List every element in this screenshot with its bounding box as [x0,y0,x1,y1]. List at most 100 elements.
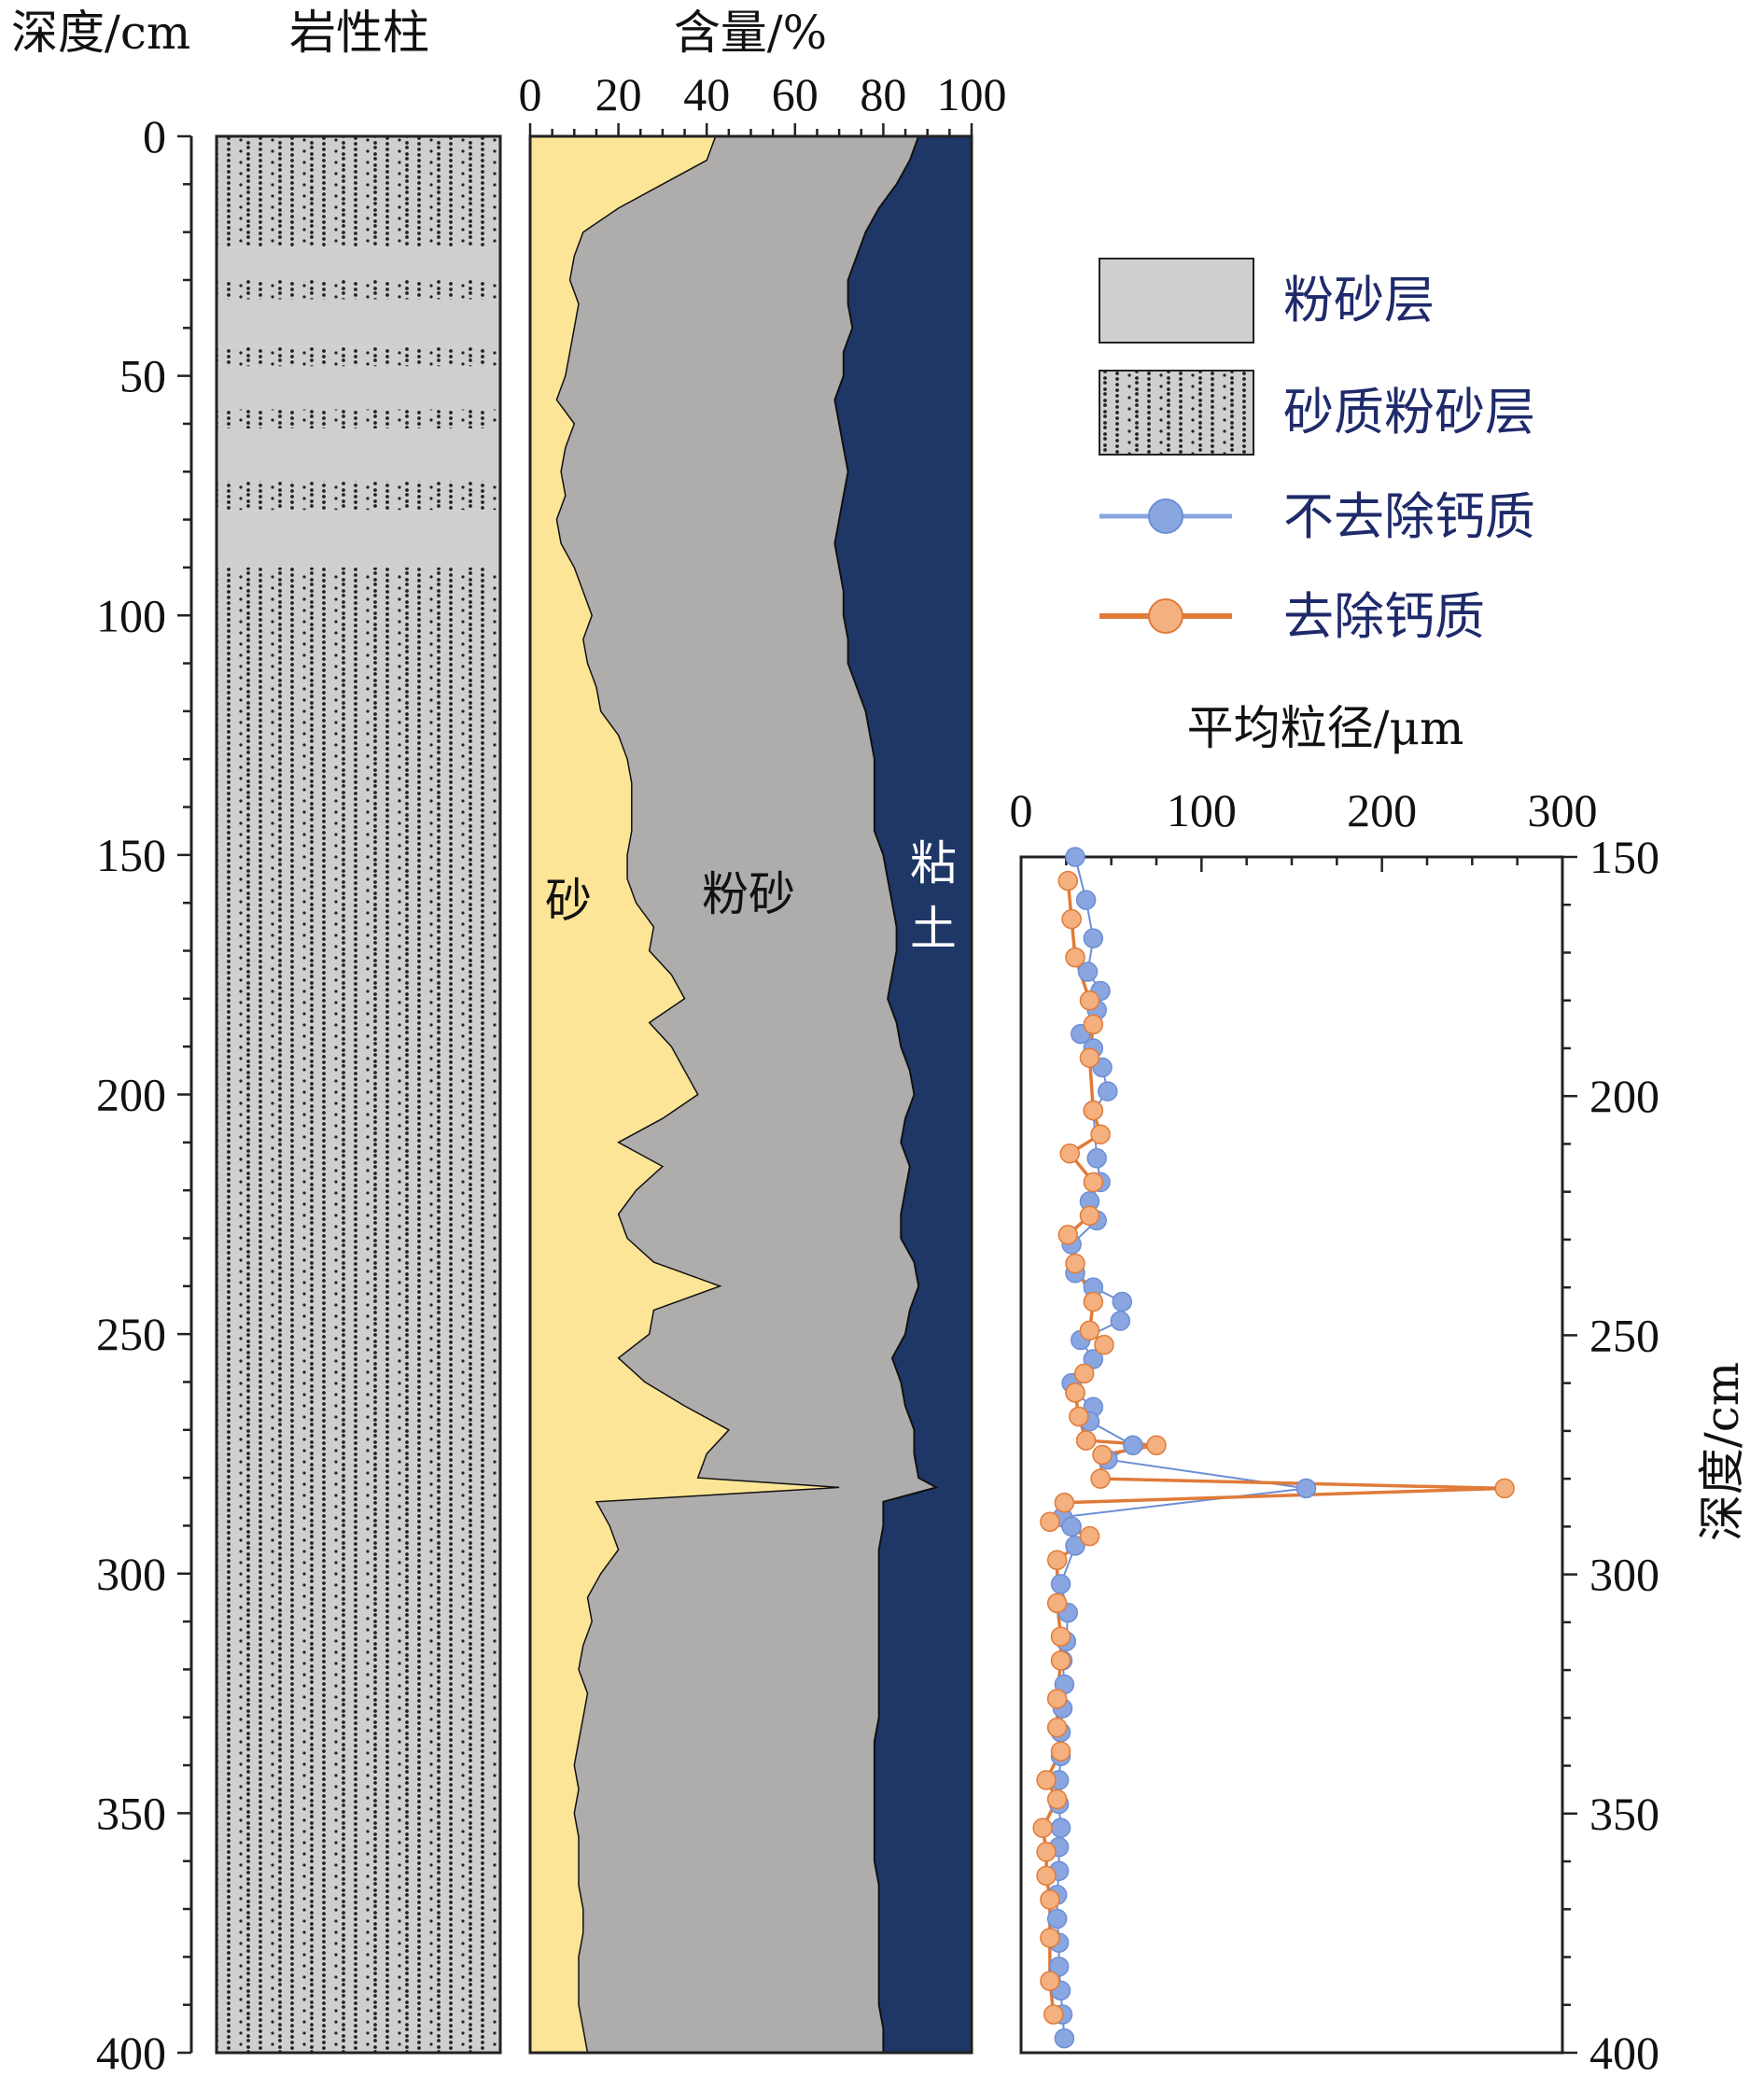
composition-x-axis: 0 20 40 60 80 100 [519,68,1007,136]
point-decalcify [1054,1492,1075,1513]
legend-label-no-decalcify: 不去除钙质 [1283,487,1535,546]
point-decalcify [1065,1382,1085,1403]
composition-tick-label: 20 [595,68,642,120]
point-no-decalcify [1046,1908,1068,1930]
lithology-frame [215,134,502,2055]
point-decalcify [1083,1100,1104,1121]
legend-label-silt-layer: 粉砂层 [1283,271,1435,330]
point-decalcify [1065,947,1085,968]
point-decalcify [1090,1124,1111,1144]
point-decalcify [1079,1320,1100,1341]
point-decalcify [1032,1817,1053,1838]
point-decalcify [1046,1717,1068,1738]
lithology-layer [217,246,500,280]
depth-axis-title: 深度/cm [11,6,190,60]
grain-size-title: 平均粒径/μm [1187,701,1464,755]
depth-tick-label: 350 [96,1787,166,1839]
grain-size-series-line [1041,880,1505,2015]
grain-size-x-axis: 0 100 200 300 [1010,784,1598,872]
point-decalcify [1079,1047,1100,1068]
point-decalcify [1050,1650,1071,1671]
grain-size-depth-axis: 150 200 250 300 350 400 [1562,831,1659,2077]
point-decalcify [1043,2004,1064,2025]
point-decalcify [1046,1789,1068,1810]
lithology-layer [217,481,500,511]
point-decalcify [1094,1334,1114,1355]
point-no-decalcify [1065,1536,1085,1556]
composition-tick-label: 40 [683,68,730,120]
point-decalcify [1046,1593,1068,1614]
lithology-layer [217,279,500,300]
depth-tick-label: 250 [96,1308,166,1360]
depth-tick-label: 150 [96,829,166,881]
point-decalcify [1036,1842,1057,1862]
legend-label-decalcify: 去除钙质 [1283,587,1485,646]
point-no-decalcify [1123,1435,1143,1456]
point-no-decalcify [1098,1081,1118,1102]
point-decalcify [1073,1363,1095,1384]
lithology-panel: 深度/cm 岩性柱 0 50 100 150 200 250 300 350 400 [11,6,502,2077]
grain-size-frame [1019,855,1564,2055]
point-decalcify [1040,1971,1060,1991]
grain-size-tick-label: 100 [1167,784,1237,836]
grain-size-tick-label: 0 [1010,784,1033,836]
point-no-decalcify [1061,1516,1082,1537]
grain-size-tick-label: 200 [1347,784,1417,836]
point-decalcify [1083,1014,1104,1035]
point-decalcify [1079,989,1100,1011]
composition-tick-label: 100 [937,68,1007,120]
point-decalcify [1036,1865,1057,1887]
lithology-layer [217,136,500,247]
lithology-layer [217,510,500,568]
point-decalcify [1494,1478,1515,1499]
point-decalcify [1059,1143,1080,1164]
depth-tick-label: 300 [96,1548,166,1600]
point-no-decalcify [1086,1148,1107,1169]
point-decalcify [1040,1889,1060,1910]
point-decalcify [1083,1291,1104,1312]
sand-label: 砂 [545,874,592,928]
grain-size-panel: 平均粒径/μm 0 100 200 300 150 200 250 300 350 400 深度… [1010,701,1750,2077]
point-decalcify [1057,1225,1079,1245]
depth-axis: 0 50 100 150 200 250 300 350 400 [96,110,193,2077]
point-no-decalcify [1054,2028,1075,2049]
point-decalcify [1046,1689,1068,1709]
point-decalcify [1075,1430,1097,1451]
clay-label-char-2: 土 [910,902,957,956]
point-decalcify [1050,1626,1071,1647]
point-no-decalcify [1295,1478,1317,1499]
composition-panel: 含量/% 0 20 40 60 80 100 砂 粉砂 粘 土 [519,6,1007,2055]
legend-marker-no-decalcify [1148,498,1183,534]
point-decalcify [1050,1741,1071,1761]
legend-swatch-silt-layer [1099,258,1254,344]
point-no-decalcify [1050,1817,1071,1838]
grain-size-depth-tick-label: 400 [1589,2027,1659,2077]
grain-size-depth-tick-label: 300 [1589,1549,1659,1601]
lithology-layer [217,346,500,367]
silt-label: 粉砂 [702,867,795,921]
composition-tick-label: 0 [519,68,542,120]
depth-tick-label: 200 [96,1069,166,1121]
lithology-column [217,136,500,2053]
depth-tick-label: 50 [119,350,166,402]
point-no-decalcify [1083,928,1104,948]
lithology-layer [217,409,500,429]
silt-area [529,135,939,2054]
legend-label-sandy-silt-layer: 砂质粉砂层 [1283,383,1535,442]
point-decalcify [1079,1205,1100,1227]
point-decalcify [1083,1172,1104,1193]
grain-size-series [1032,847,1515,2049]
point-decalcify [1069,1406,1089,1427]
point-decalcify [1046,1550,1068,1570]
point-no-decalcify [1083,1349,1104,1369]
point-decalcify [1079,1525,1100,1547]
point-decalcify [1090,1468,1111,1489]
point-decalcify [1040,1928,1060,1948]
point-decalcify [1057,870,1079,891]
grain-size-depth-title: 深度/cm [1695,1362,1749,1541]
legend-marker-decalcify [1148,598,1183,634]
point-no-decalcify [1075,890,1097,910]
point-decalcify [1061,908,1082,930]
depth-tick-label: 100 [96,589,166,641]
